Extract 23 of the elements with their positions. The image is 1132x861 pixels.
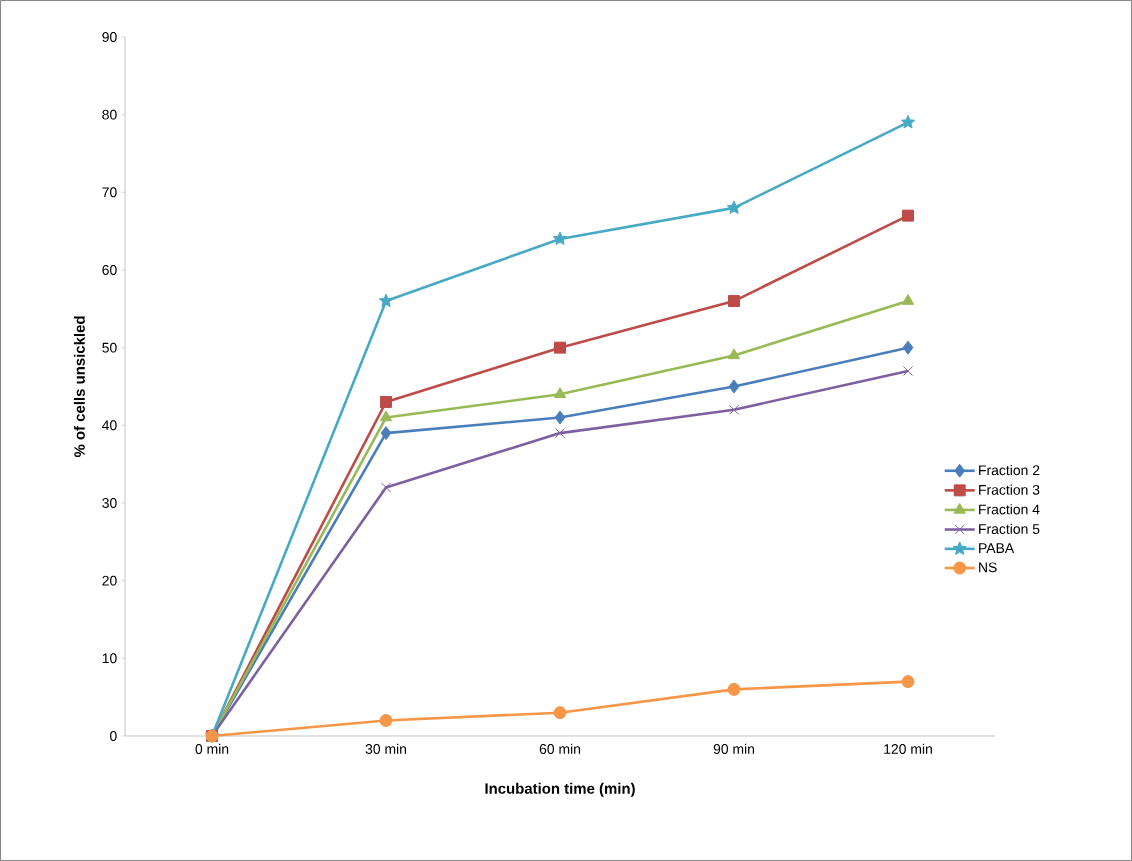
y-tick-label: 80 — [102, 109, 117, 120]
x-tick-label: 60 min — [539, 743, 581, 754]
y-tick-label: 40 — [102, 420, 117, 431]
x-tick-label: 90 min — [713, 743, 755, 754]
legend-label: NS — [979, 562, 997, 573]
y-tick-label: 30 — [102, 498, 117, 508]
y-axis-title: % of cells unsickled — [73, 316, 85, 458]
y-tick-label: 0 — [110, 731, 117, 741]
legend-label: Fraction 4 — [979, 504, 1040, 515]
x-tick-label: 120 min — [884, 743, 932, 754]
legend-label: Fraction 2 — [979, 464, 1040, 476]
y-tick-label: 70 — [102, 187, 117, 198]
y-tick-label: 50 — [102, 342, 117, 353]
legend-label: Fraction 3 — [979, 484, 1040, 495]
x-tick-label: 0 min — [195, 743, 229, 754]
y-tick-label: 60 — [102, 265, 117, 275]
legend-label: PABA — [979, 543, 1015, 553]
y-tick-label: 20 — [102, 575, 117, 586]
legend-label: Fraction 5 — [979, 523, 1040, 534]
y-tick-label: 10 — [102, 653, 117, 664]
x-tick-label: 30 min — [365, 743, 407, 754]
y-tick-label: 90 — [102, 32, 117, 42]
x-axis-title: Incubation time (min) — [485, 782, 635, 797]
